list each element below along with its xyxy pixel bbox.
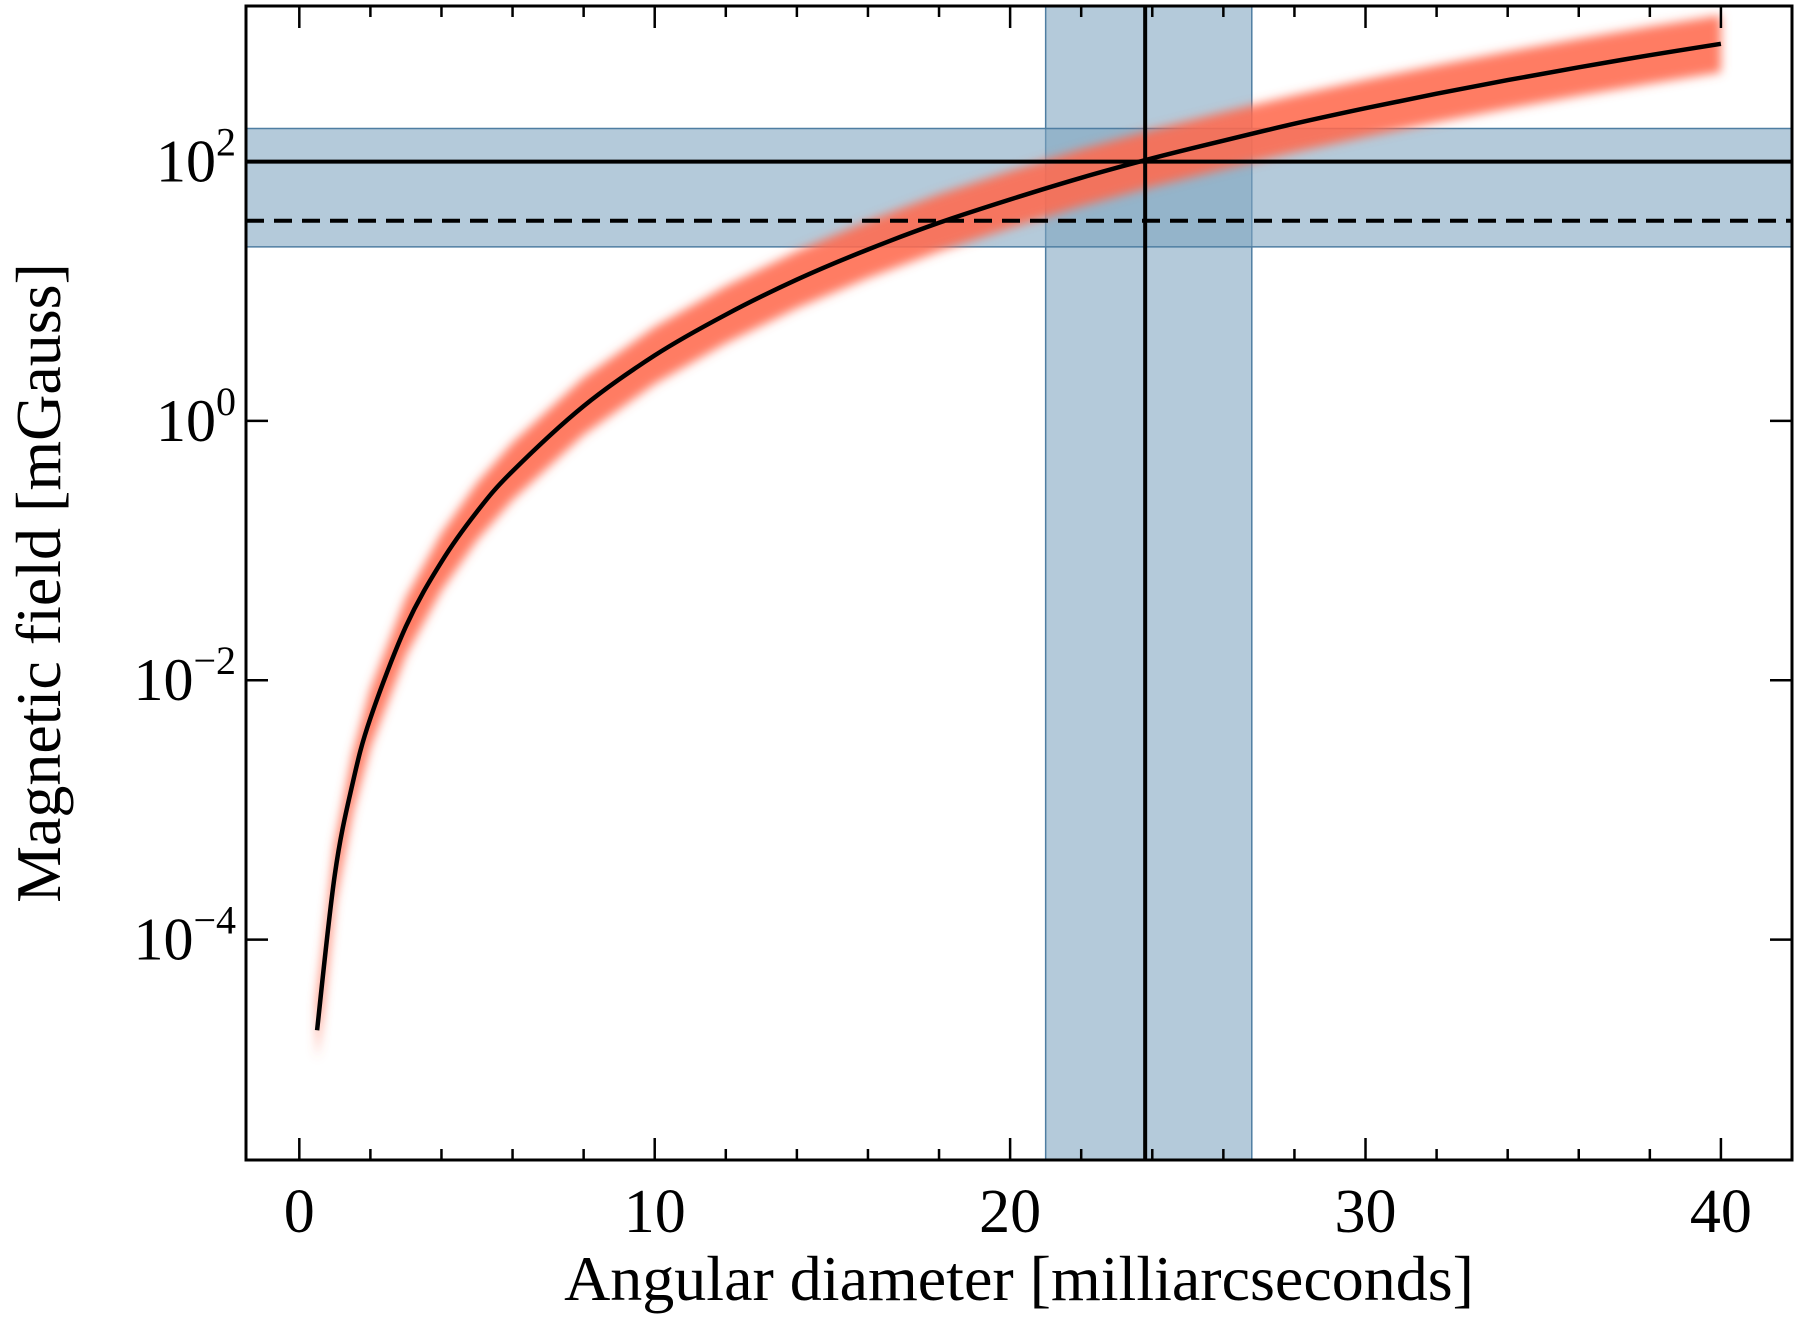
x-axis-title: Angular diameter [milliarcseconds] (564, 1243, 1474, 1314)
y-axis-title: Magnetic field [mGauss] (3, 263, 74, 903)
y-tick-label: 10−2 (133, 638, 236, 713)
plot-frame (244, 4, 1794, 1162)
x-tick-label: 20 (979, 1178, 1041, 1246)
x-tick-label: 40 (1690, 1178, 1752, 1246)
axis-ticks (246, 6, 1792, 1160)
model-curve (314, 41, 1722, 1031)
y-tick-label: 100 (156, 379, 236, 454)
x-tick-label: 30 (1335, 1178, 1397, 1246)
y-tick-label: 102 (156, 120, 236, 195)
x-tick-label: 10 (624, 1178, 686, 1246)
axis-tick-labels: 0 10 20 30 40 10−4 10−2 100 102 (133, 120, 1751, 1246)
model-uncertainty-band (317, 15, 1721, 1059)
x-tick-label: 0 (284, 1178, 315, 1246)
y-tick-label: 10−4 (133, 898, 236, 973)
